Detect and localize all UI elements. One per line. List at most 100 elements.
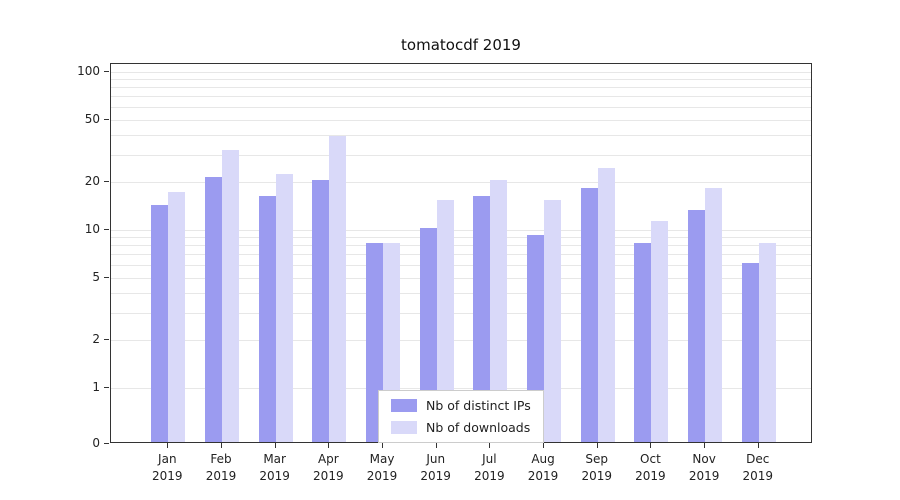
x-tick-label-sep: Sep 2019 bbox=[569, 451, 625, 485]
gridline bbox=[111, 134, 811, 136]
x-tick-mark bbox=[167, 443, 169, 448]
bar-feb-distinct-ips bbox=[204, 177, 222, 442]
x-tick-year: 2019 bbox=[581, 469, 612, 483]
y-tick-label: 20 bbox=[84, 174, 100, 189]
y-tick-label: 10 bbox=[84, 222, 100, 236]
y-tick-label: 0 bbox=[92, 436, 100, 450]
x-tick-label-oct: Oct 2019 bbox=[622, 451, 678, 485]
bar-oct-distinct-ips bbox=[634, 243, 652, 442]
bar-dec-distinct-ips bbox=[741, 263, 759, 442]
bar-sep-downloads bbox=[597, 167, 615, 442]
x-tick-year: 2019 bbox=[527, 469, 559, 483]
x-tick-year: 2019 bbox=[366, 469, 398, 483]
gridline bbox=[111, 87, 811, 89]
x-tick-mark bbox=[757, 443, 759, 448]
bar-jun-downloads bbox=[436, 200, 454, 442]
gridline bbox=[111, 72, 811, 73]
gridline bbox=[111, 182, 811, 184]
gridline bbox=[111, 245, 811, 247]
legend-row-distinct-ips: Nb of distinct IPs bbox=[391, 398, 531, 413]
y-tick-label: 50 bbox=[84, 111, 100, 126]
x-tick-year: 2019 bbox=[474, 469, 505, 483]
y-tick-mark bbox=[104, 339, 109, 341]
gridline bbox=[111, 265, 811, 267]
bar-nov-downloads bbox=[705, 187, 723, 442]
x-tick-label-mar: Mar 2019 bbox=[247, 451, 303, 485]
bar-dec-downloads bbox=[758, 243, 776, 442]
bar-jan-distinct-ips bbox=[151, 204, 169, 442]
gridline bbox=[111, 237, 811, 239]
y-tick-label: 100 bbox=[77, 64, 100, 78]
x-tick-mark bbox=[220, 443, 222, 448]
bar-mar-distinct-ips bbox=[258, 195, 276, 442]
legend-label-distinct-ips: Nb of distinct IPs bbox=[426, 398, 531, 413]
x-tick-year: 2019 bbox=[635, 469, 666, 483]
plot-area bbox=[110, 63, 812, 443]
bar-jun-distinct-ips bbox=[419, 228, 437, 442]
bar-jan-downloads bbox=[168, 191, 186, 442]
x-tick-mark bbox=[274, 443, 276, 448]
bar-feb-downloads bbox=[221, 150, 239, 442]
bar-apr-downloads bbox=[329, 136, 347, 442]
chart-title: tomatocdf 2019 bbox=[401, 36, 521, 54]
x-tick-mark bbox=[650, 443, 652, 448]
y-tick-mark bbox=[104, 276, 109, 278]
x-tick-label-aug: Aug 2019 bbox=[515, 451, 571, 485]
legend-label-downloads: Nb of downloads bbox=[426, 420, 531, 435]
bar-sep-distinct-ips bbox=[580, 187, 598, 442]
gridline bbox=[111, 388, 811, 389]
gridline bbox=[111, 312, 811, 314]
y-tick-label: 2 bbox=[92, 332, 100, 347]
bar-nov-distinct-ips bbox=[688, 210, 706, 442]
x-tick-label-jan: Jan 2019 bbox=[139, 451, 195, 485]
x-tick-year: 2019 bbox=[313, 469, 344, 483]
x-tick-year: 2019 bbox=[259, 469, 290, 483]
bar-oct-downloads bbox=[651, 221, 669, 442]
x-tick-label-nov: Nov 2019 bbox=[676, 451, 732, 485]
x-tick-label-may: May 2019 bbox=[354, 451, 410, 485]
bar-jul-downloads bbox=[490, 180, 508, 442]
gridline bbox=[111, 79, 811, 81]
bar-apr-distinct-ips bbox=[312, 180, 330, 442]
x-tick-label-feb: Feb 2019 bbox=[193, 451, 249, 485]
y-tick-mark bbox=[104, 229, 109, 230]
x-tick-mark bbox=[489, 443, 491, 448]
x-tick-mark bbox=[543, 443, 545, 448]
y-tick-mark bbox=[104, 387, 109, 388]
x-tick-label-dec: Dec 2019 bbox=[730, 451, 786, 485]
y-tick-mark bbox=[104, 181, 109, 183]
legend-row-downloads: Nb of downloads bbox=[391, 420, 531, 435]
y-tick-mark bbox=[104, 71, 109, 72]
bar-mar-downloads bbox=[275, 173, 293, 442]
y-tick-label: 5 bbox=[92, 269, 100, 284]
x-tick-mark bbox=[596, 443, 598, 448]
x-tick-year: 2019 bbox=[742, 469, 774, 483]
legend: Nb of distinct IPs Nb of downloads bbox=[378, 390, 544, 443]
x-tick-label-apr: Apr 2019 bbox=[300, 451, 356, 485]
legend-swatch-downloads bbox=[391, 421, 417, 434]
gridline bbox=[111, 292, 811, 294]
y-tick-mark bbox=[104, 443, 109, 444]
gridline bbox=[111, 154, 811, 156]
bar-aug-downloads bbox=[544, 200, 562, 442]
x-tick-mark bbox=[435, 443, 437, 448]
x-tick-mark bbox=[382, 443, 384, 448]
x-tick-mark bbox=[328, 443, 330, 448]
legend-swatch-distinct-ips bbox=[391, 399, 417, 412]
gridline bbox=[111, 254, 811, 256]
y-tick-mark bbox=[104, 118, 109, 120]
x-tick-year: 2019 bbox=[420, 469, 451, 483]
gridline bbox=[111, 107, 811, 109]
x-tick-mark bbox=[704, 443, 706, 448]
x-tick-year: 2019 bbox=[688, 469, 720, 483]
gridline bbox=[111, 277, 811, 279]
gridline bbox=[111, 340, 811, 342]
x-tick-year: 2019 bbox=[205, 469, 237, 483]
bar-jul-distinct-ips bbox=[473, 195, 491, 442]
gridline bbox=[111, 119, 811, 121]
x-tick-label-jul: Jul 2019 bbox=[461, 451, 517, 485]
gridline bbox=[111, 230, 811, 231]
gridline bbox=[111, 96, 811, 98]
x-tick-year: 2019 bbox=[152, 469, 183, 483]
